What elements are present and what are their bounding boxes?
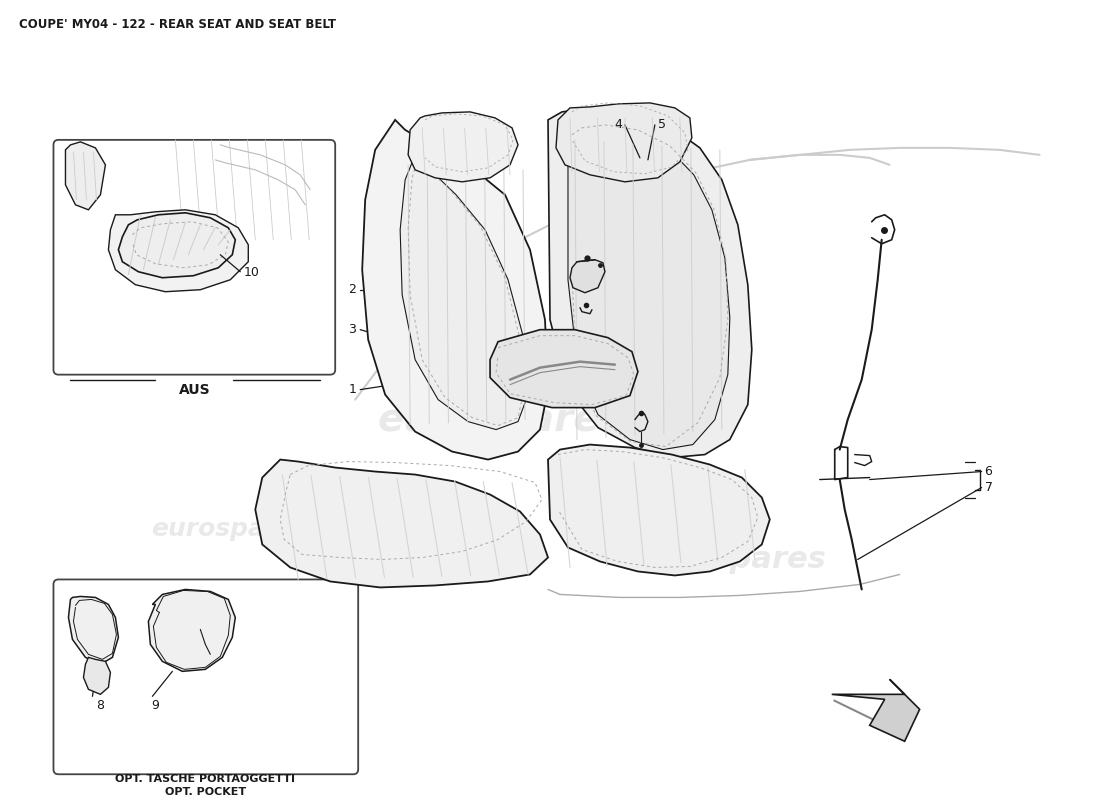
Polygon shape	[148, 590, 235, 671]
Text: 6: 6	[984, 465, 992, 478]
Polygon shape	[570, 260, 605, 293]
Text: 4: 4	[614, 118, 622, 131]
FancyBboxPatch shape	[54, 140, 336, 374]
Polygon shape	[255, 459, 548, 587]
Text: OPT. TASCHE PORTAOGGETTI: OPT. TASCHE PORTAOGGETTI	[116, 774, 295, 784]
Polygon shape	[119, 213, 235, 278]
Polygon shape	[556, 103, 692, 182]
Text: 9: 9	[152, 699, 160, 712]
Polygon shape	[408, 112, 518, 182]
Text: OPT. POCKET: OPT. POCKET	[165, 787, 246, 798]
Text: COUPE' MY04 - 122 - REAR SEAT AND SEAT BELT: COUPE' MY04 - 122 - REAR SEAT AND SEAT B…	[19, 18, 335, 31]
Text: 10: 10	[243, 266, 260, 279]
FancyBboxPatch shape	[54, 579, 359, 774]
Polygon shape	[109, 210, 249, 292]
Text: 7: 7	[984, 481, 992, 494]
Polygon shape	[832, 679, 920, 742]
Text: eurospares: eurospares	[151, 518, 309, 542]
Polygon shape	[68, 597, 119, 664]
Polygon shape	[491, 330, 638, 408]
Text: eurospares: eurospares	[377, 401, 623, 438]
Polygon shape	[362, 120, 548, 459]
Polygon shape	[548, 445, 770, 575]
Text: 2: 2	[349, 283, 356, 296]
Polygon shape	[66, 142, 106, 210]
Text: eurospares: eurospares	[634, 545, 826, 574]
Polygon shape	[548, 108, 751, 458]
Polygon shape	[84, 658, 110, 694]
Text: 8: 8	[97, 699, 104, 712]
Text: AUS: AUS	[178, 382, 210, 397]
Polygon shape	[400, 155, 528, 430]
Text: 3: 3	[349, 323, 356, 336]
Text: 5: 5	[658, 118, 666, 131]
Text: 1: 1	[349, 383, 356, 396]
Polygon shape	[568, 128, 729, 450]
